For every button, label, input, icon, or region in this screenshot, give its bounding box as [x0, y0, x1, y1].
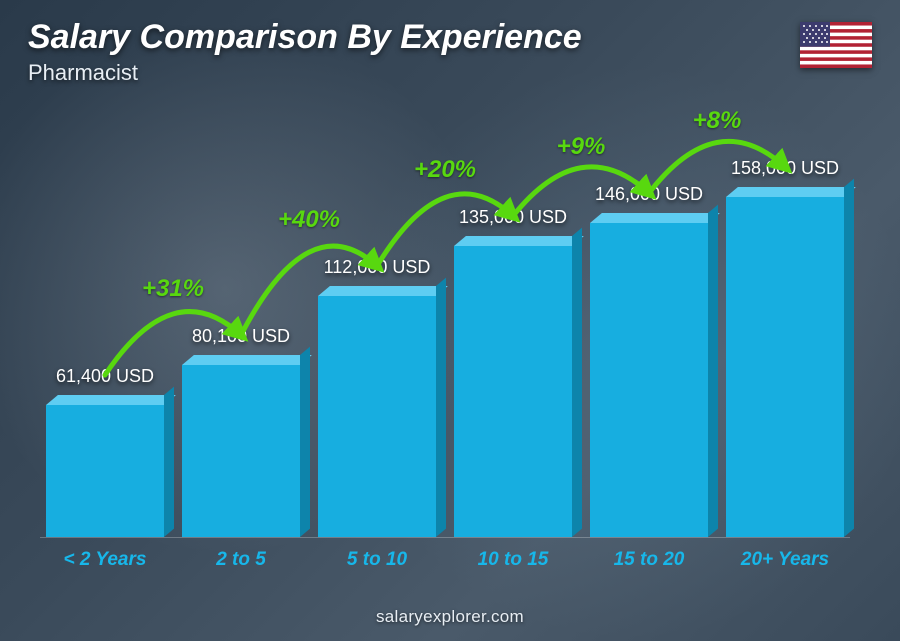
bar-shape	[46, 405, 164, 537]
footer-credit: salaryexplorer.com	[0, 607, 900, 627]
bar-1: 80,100 USD	[182, 365, 300, 537]
bar-value-label: 112,000 USD	[297, 257, 457, 278]
us-flag-icon	[800, 22, 872, 68]
bar-5: 158,000 USD	[726, 197, 844, 537]
bar-0: 61,400 USD	[46, 405, 164, 537]
x-label: 15 to 20	[590, 549, 708, 571]
x-label: < 2 Years	[46, 549, 164, 571]
bar-shape	[454, 246, 572, 537]
chart-title: Salary Comparison By Experience	[28, 18, 582, 57]
bar-shape	[182, 365, 300, 537]
chart-baseline	[40, 537, 850, 538]
x-label: 20+ Years	[726, 549, 844, 571]
bar-value-label: 135,000 USD	[433, 207, 593, 228]
x-labels-container: < 2 Years 2 to 5 5 to 10 10 to 15 15 to 20 20…	[40, 549, 850, 571]
bar-chart: 61,400 USD80,100 USD112,000 USD135,000 U…	[40, 110, 850, 571]
bar-2: 112,000 USD	[318, 296, 436, 537]
bars-container: 61,400 USD80,100 USD112,000 USD135,000 U…	[40, 110, 850, 537]
bar-shape	[590, 223, 708, 537]
bar-value-label: 158,000 USD	[705, 158, 865, 179]
bar-shape	[726, 197, 844, 537]
bar-value-label: 80,100 USD	[161, 326, 321, 347]
bar-value-label: 61,400 USD	[25, 366, 185, 387]
x-label: 2 to 5	[182, 549, 300, 571]
bar-4: 146,000 USD	[590, 223, 708, 537]
infographic-stage: Salary Comparison By Experience Pharmaci…	[0, 0, 900, 641]
chart-subtitle: Pharmacist	[28, 60, 138, 86]
x-label: 10 to 15	[454, 549, 572, 571]
bar-value-label: 146,000 USD	[569, 184, 729, 205]
bar-3: 135,000 USD	[454, 246, 572, 537]
x-label: 5 to 10	[318, 549, 436, 571]
bar-shape	[318, 296, 436, 537]
